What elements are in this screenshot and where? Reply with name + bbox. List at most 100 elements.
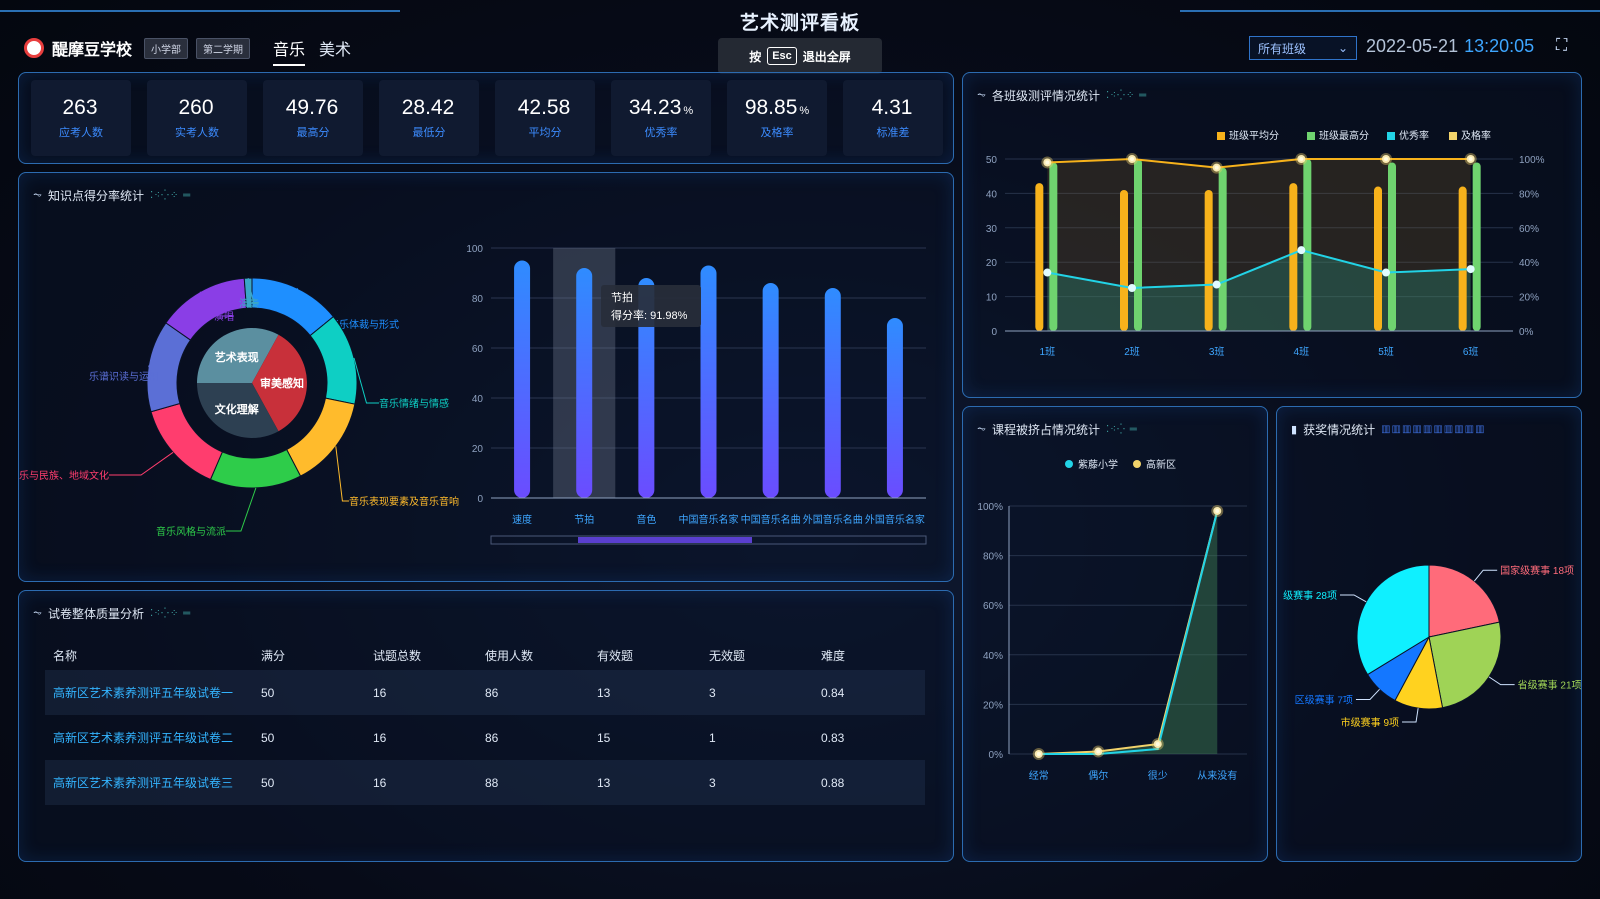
pie-outer-label: 音乐风格与流派: [156, 525, 226, 538]
y-tick-label: 40: [472, 394, 484, 405]
y-tick-label: 100%: [977, 502, 1003, 513]
table-cell: 0.84: [821, 685, 845, 700]
header-line-right: [1180, 10, 1600, 12]
stats-row: 263 应考人数 260 实考人数 49.76 最高分 28.42 最低分 42.58 平…: [31, 80, 943, 156]
legend-marker: [1449, 132, 1457, 140]
pie-label-line: [247, 277, 259, 304]
stat-card: 28.42 最低分: [379, 80, 479, 156]
esc-press-text: 按: [749, 49, 762, 64]
esc-action-text: 退出全屏: [802, 49, 851, 64]
tag-term: 第二学期: [196, 37, 251, 59]
x-tick-label: 中国音乐名曲: [741, 513, 801, 526]
table-cell: 50: [261, 685, 275, 700]
pie-label-line: [148, 365, 159, 377]
pie-inner-slice: [197, 328, 279, 383]
x-tick-label: 音色: [636, 513, 656, 526]
pie-outer-label: 音乐表现要素及音乐音响: [349, 495, 459, 508]
series-point: [1211, 504, 1224, 517]
legend-label: 紫藤小学: [1078, 458, 1118, 471]
excellent-area: [1047, 250, 1471, 331]
paper-name-link[interactable]: 高新区艺术素养测评五年级试卷二: [53, 731, 234, 745]
pass-line: [1047, 157, 1471, 169]
date-text: 2022-05-21: [1366, 36, 1459, 56]
panel-title: ⏦ 各班级测评情况统计 ⁚⁖⁛⁘ ═: [977, 87, 1147, 104]
y2-tick-label: 80%: [1519, 189, 1539, 200]
award-label: 级赛事 28项: [1283, 589, 1337, 602]
y-tick-label: 10: [986, 293, 998, 304]
y2-tick-label: 100%: [1519, 155, 1545, 166]
legend-marker: [1065, 460, 1073, 468]
pie-outer-label: 音乐体裁与形式: [329, 318, 399, 331]
tab-art[interactable]: 美术: [319, 42, 352, 59]
pie-outer-label: 演奏: [239, 297, 259, 310]
legend-label: 班级平均分: [1229, 130, 1279, 142]
award-label-line: [1355, 688, 1380, 701]
tab-music[interactable]: 音乐: [273, 36, 306, 66]
pie-inner-slice: [252, 334, 307, 432]
bar-avg: [1035, 183, 1044, 331]
stat-card: 49.76 最高分: [263, 80, 363, 156]
quality-panel: ⏦ 试卷整体质量分析 ⁚⁖⁛⁘ ═: [18, 590, 954, 862]
pass-point: [1041, 156, 1054, 169]
y-tick-label: 20: [472, 444, 484, 455]
pie-outer-label: 音乐与民族、地域文化: [19, 469, 109, 482]
pie-outer-label: 乐谱识读与运用: [89, 370, 159, 383]
y-tick-label: 0%: [989, 750, 1004, 761]
x-tick-label: 6班: [1463, 346, 1479, 358]
panel-title: ⏦ 知识点得分率统计 ⁚⁖⁛⁘ ═: [33, 187, 191, 204]
stat-label: 标准差: [876, 127, 910, 139]
pulse-icon: ⏦: [33, 607, 42, 619]
x-tick-label: 中国音乐名家: [679, 513, 739, 526]
award-label-line: [1402, 708, 1419, 723]
column-header: 有效题: [597, 648, 634, 663]
panel-title-text: 知识点得分率统计: [48, 189, 145, 203]
paper-name-link[interactable]: 高新区艺术素养测评五年级试卷三: [53, 776, 234, 790]
x-tick-label: 1班: [1040, 346, 1056, 358]
y-tick-label: 60: [472, 344, 484, 355]
fullscreen-icon[interactable]: ⛶: [1556, 37, 1568, 54]
table-cell: 50: [261, 775, 275, 790]
panel-title-text: 课程被挤占情况统计: [992, 423, 1101, 437]
panel-title-text: 获奖情况统计: [1303, 423, 1376, 437]
table-header-row: 名称 满分 试题总数 使用人数 有效题 无效题 难度: [45, 640, 925, 670]
award-slice: [1428, 621, 1502, 709]
stat-card: 260 实考人数: [147, 80, 247, 156]
legend-marker: [1307, 132, 1315, 140]
bar: [762, 283, 779, 498]
stat-card: 98.85% 及格率: [727, 80, 827, 156]
table-cell: 86: [485, 685, 499, 700]
award-label: 市级赛事 9项: [1341, 716, 1399, 729]
y-tick-label: 40: [986, 189, 998, 200]
scroll-thumb: [578, 537, 752, 543]
x-tick-label: 2班: [1124, 346, 1140, 358]
award-label-line: [1473, 569, 1498, 582]
excellent-point: [1297, 246, 1306, 255]
bar: [700, 265, 717, 498]
y-tick-label: 20: [986, 258, 998, 269]
series-point: [1032, 748, 1045, 760]
paper-name-link[interactable]: 高新区艺术素养测评五年级试卷一: [53, 686, 234, 700]
stat-value: 34.23: [628, 96, 682, 119]
stat-value: 263: [62, 96, 98, 119]
stat-card: 4.31 标准差: [843, 80, 943, 156]
x-tick-label: 5班: [1378, 346, 1394, 358]
subject-tabs: 音乐 美术: [273, 36, 351, 66]
pass-point: [1380, 153, 1392, 165]
y-tick-label: 60%: [983, 601, 1003, 612]
knowledge-panel: ⏦ 知识点得分率统计 ⁚⁖⁛⁘ ═ 音乐体裁与形式 音乐情绪与情感 音乐表现要素及音…: [18, 172, 954, 582]
class-select[interactable]: 所有班级 ⌄: [1249, 36, 1357, 60]
series-point: [1151, 738, 1164, 751]
legend-label: 高新区: [1146, 458, 1176, 471]
occupied-chart: 紫藤小学 高新区 0% 20% 40% 60% 80% 100% 经常 偶尔 很少 从来没有: [977, 458, 1247, 782]
column-header: 难度: [821, 648, 846, 663]
bar-max: [1049, 162, 1058, 331]
scroll-track: [490, 535, 927, 545]
column-header: 满分: [261, 648, 286, 663]
stat-label: 优秀率: [644, 127, 678, 139]
header-line-left: [0, 10, 400, 12]
panel-title: ▮ 获奖情况统计 ▥▥▥▥▥▥▥▥▥▥: [1291, 421, 1486, 438]
school-logo-icon: [24, 38, 44, 58]
stat-label: 平均分: [528, 127, 562, 139]
x-tick-label: 4班: [1294, 346, 1310, 358]
